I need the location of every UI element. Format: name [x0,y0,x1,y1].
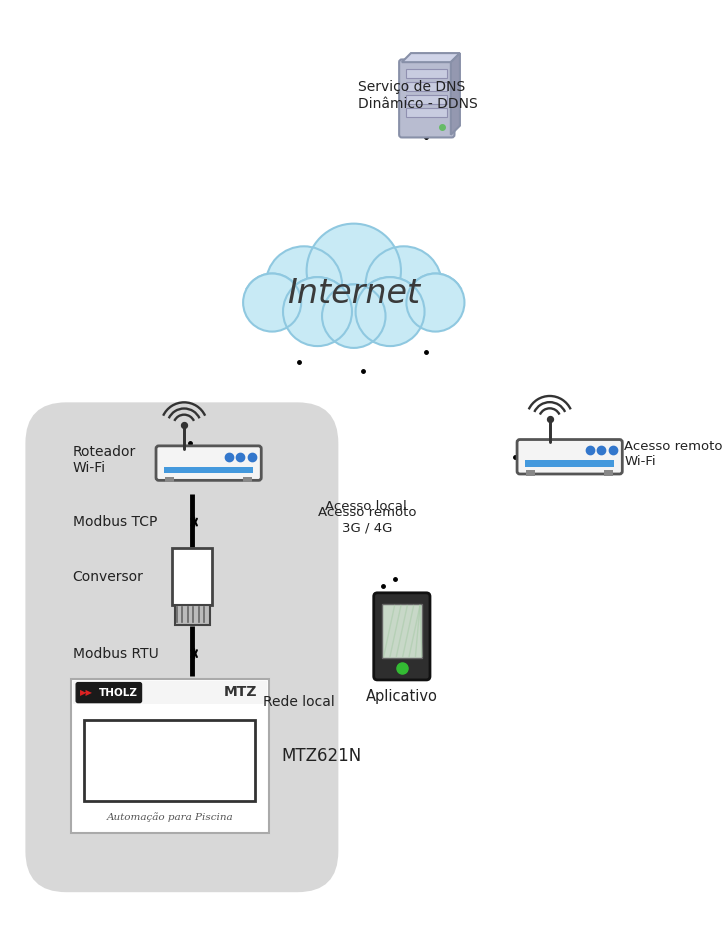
Circle shape [356,277,425,346]
Bar [604,470,613,476]
Bar [222,289,485,375]
Circle shape [283,277,352,346]
FancyBboxPatch shape [374,592,430,680]
Text: Rede local: Rede local [263,695,335,709]
Bar [70,679,269,833]
Circle shape [366,246,442,322]
Text: Modbus TCP: Modbus TCP [73,515,157,529]
Text: Serviço de DNS
Dinâmico - DDNS: Serviço de DNS Dinâmico - DDNS [359,81,478,111]
Bar [73,681,266,704]
Text: Automação para Piscina: Automação para Piscina [106,812,233,822]
Bar [382,604,422,658]
FancyBboxPatch shape [399,60,454,137]
Text: Acesso remoto
3G / 4G: Acesso remoto 3G / 4G [318,506,417,535]
Text: Internet: Internet [287,277,420,310]
FancyBboxPatch shape [517,440,622,474]
Bar [84,720,255,801]
FancyBboxPatch shape [25,402,338,892]
Text: THOLZ: THOLZ [99,687,139,698]
Bar [172,548,212,605]
Text: Roteador
Wi-Fi: Roteador Wi-Fi [73,446,136,476]
Bar [407,107,447,117]
Bar [525,461,614,466]
Bar [165,477,174,483]
Text: ▶▶: ▶▶ [80,688,93,697]
Circle shape [243,274,301,332]
Text: MTZ621N: MTZ621N [281,747,362,765]
Circle shape [306,224,401,318]
Bar [243,477,252,483]
Text: MTZ: MTZ [224,684,258,699]
Circle shape [266,246,342,322]
Circle shape [322,284,386,348]
Text: Modbus RTU: Modbus RTU [73,647,158,661]
Text: Conversor: Conversor [73,570,144,584]
Circle shape [283,277,352,346]
Bar [407,95,447,104]
Bar [407,82,447,91]
Bar [407,69,447,79]
Bar [164,466,253,473]
Circle shape [407,274,465,332]
Text: Acesso local: Acesso local [325,501,407,513]
Text: Aplicativo: Aplicativo [366,689,438,704]
Circle shape [407,274,465,332]
Polygon shape [451,53,460,135]
FancyBboxPatch shape [156,446,261,481]
Polygon shape [402,53,460,63]
Bar [526,470,535,476]
FancyBboxPatch shape [76,683,142,702]
Circle shape [356,277,425,346]
Bar [175,605,210,625]
Circle shape [322,284,386,348]
Circle shape [243,274,301,332]
Text: Acesso remoto
Wi-Fi: Acesso remoto Wi-Fi [624,440,722,468]
